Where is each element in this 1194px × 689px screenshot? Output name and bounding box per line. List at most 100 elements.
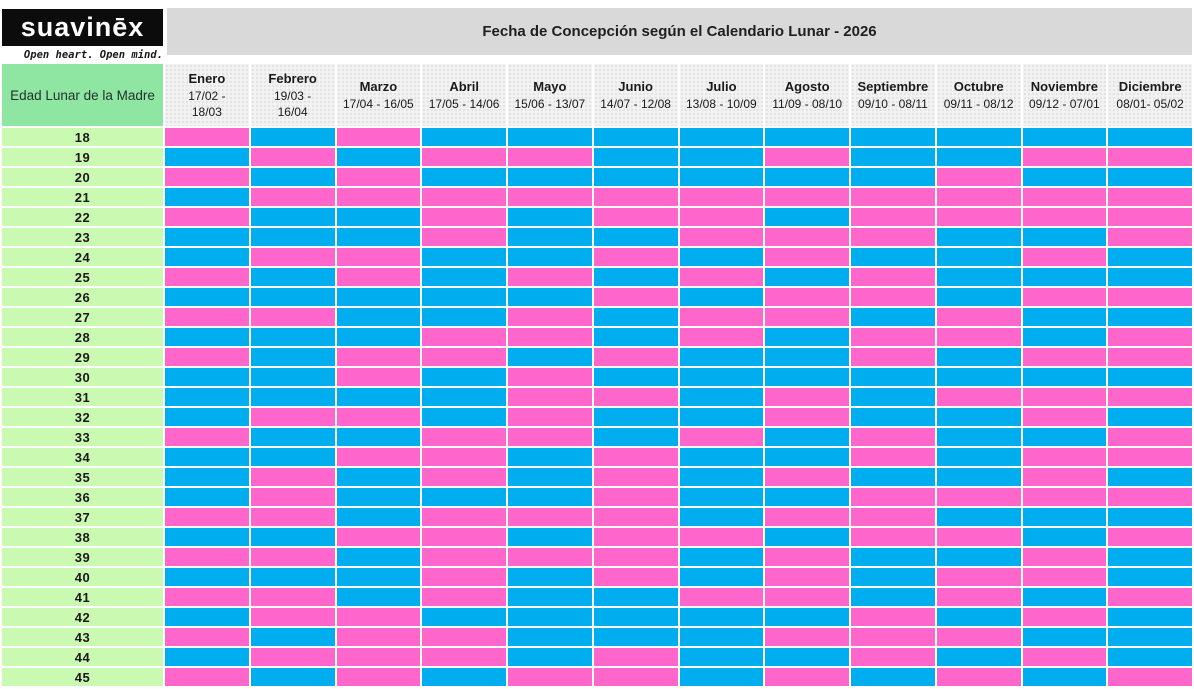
gender-cell-37-marzo (336, 508, 421, 526)
gender-cell-29-agosto (765, 348, 849, 366)
gender-cell-25-mayo (508, 268, 592, 286)
age-cell-24: 24 (2, 248, 163, 266)
gender-cell-18-julio (679, 128, 764, 146)
gender-cell-30-julio (679, 368, 764, 386)
gender-cell-39-febrero (250, 548, 335, 566)
age-cell-32: 32 (2, 408, 163, 426)
gender-cell-40-junio (593, 568, 678, 586)
gender-cell-42-febrero (250, 608, 335, 626)
month-header-marzo: Marzo 17/04 - 16/05 (336, 64, 421, 126)
gender-cell-36-abril (422, 488, 506, 506)
gender-cell-33-mayo (508, 428, 592, 446)
gender-cell-35-agosto (765, 468, 849, 486)
gender-cell-21-junio (593, 188, 678, 206)
gender-cell-36-febrero (250, 488, 335, 506)
gender-cell-20-mayo (508, 168, 592, 186)
gender-cell-21-enero (165, 188, 249, 206)
month-name: Septiembre (857, 79, 929, 95)
gender-cell-21-agosto (765, 188, 849, 206)
gender-cell-33-febrero (250, 428, 335, 446)
gender-cell-20-junio (593, 168, 678, 186)
page-title: Fecha de Concepción según el Calendario … (482, 23, 877, 40)
month-header-octubre: Octubre 09/11 - 08/12 (936, 64, 1021, 126)
gender-cell-44-enero (165, 648, 249, 666)
gender-cell-43-julio (679, 628, 764, 646)
gender-cell-38-marzo (336, 528, 421, 546)
gender-cell-44-junio (593, 648, 678, 666)
gender-cell-29-enero (165, 348, 249, 366)
gender-cell-30-diciembre (1108, 368, 1192, 386)
gender-cell-20-diciembre (1108, 168, 1192, 186)
gender-cell-42-julio (679, 608, 764, 626)
gender-cell-32-noviembre (1022, 408, 1107, 426)
gender-cell-33-octubre (936, 428, 1021, 446)
gender-cell-31-agosto (765, 388, 849, 406)
age-cell-23: 23 (2, 228, 163, 246)
gender-cell-25-abril (422, 268, 506, 286)
gender-cell-25-enero (165, 268, 249, 286)
gender-cell-41-diciembre (1108, 588, 1192, 606)
age-cell-21: 21 (2, 188, 163, 206)
gender-cell-40-julio (679, 568, 764, 586)
month-header-junio: Junio 14/07 - 12/08 (593, 64, 678, 126)
gender-cell-43-agosto (765, 628, 849, 646)
gender-cell-41-octubre (936, 588, 1021, 606)
gender-cell-20-noviembre (1022, 168, 1107, 186)
gender-cell-41-abril (422, 588, 506, 606)
gender-cell-38-febrero (250, 528, 335, 546)
gender-cell-26-julio (679, 288, 764, 306)
gender-cell-34-mayo (508, 448, 592, 466)
gender-cell-34-octubre (936, 448, 1021, 466)
gender-cell-18-noviembre (1022, 128, 1107, 146)
gender-cell-42-noviembre (1022, 608, 1107, 626)
gender-cell-32-marzo (336, 408, 421, 426)
gender-cell-45-marzo (336, 668, 421, 686)
gender-cell-38-septiembre (851, 528, 935, 546)
month-name: Junio (618, 79, 653, 95)
gender-cell-38-noviembre (1022, 528, 1107, 546)
gender-cell-31-julio (679, 388, 764, 406)
lunar-calendar-table: Edad Lunar de la Madre Enero 17/02 - 18/0… (2, 64, 1192, 686)
gender-cell-40-agosto (765, 568, 849, 586)
gender-cell-21-octubre (936, 188, 1021, 206)
gender-cell-42-junio (593, 608, 678, 626)
gender-cell-34-diciembre (1108, 448, 1192, 466)
gender-cell-31-abril (422, 388, 506, 406)
gender-cell-45-enero (165, 668, 249, 686)
gender-cell-31-noviembre (1022, 388, 1107, 406)
age-cell-26: 26 (2, 288, 163, 306)
gender-cell-35-marzo (336, 468, 421, 486)
gender-cell-18-marzo (336, 128, 421, 146)
month-name: Agosto (784, 79, 830, 95)
gender-cell-24-abril (422, 248, 506, 266)
gender-cell-42-mayo (508, 608, 592, 626)
gender-cell-29-julio (679, 348, 764, 366)
gender-cell-25-septiembre (851, 268, 935, 286)
gender-cell-28-julio (679, 328, 764, 346)
gender-cell-43-octubre (936, 628, 1021, 646)
gender-cell-33-agosto (765, 428, 849, 446)
gender-cell-38-julio (679, 528, 764, 546)
gender-cell-21-febrero (250, 188, 335, 206)
gender-cell-22-enero (165, 208, 249, 226)
gender-cell-28-agosto (765, 328, 849, 346)
gender-cell-26-febrero (250, 288, 335, 306)
gender-cell-19-agosto (765, 148, 849, 166)
gender-cell-43-enero (165, 628, 249, 646)
gender-cell-18-septiembre (851, 128, 935, 146)
gender-cell-21-marzo (336, 188, 421, 206)
gender-cell-34-febrero (250, 448, 335, 466)
month-name: Abril (449, 79, 479, 95)
gender-cell-19-octubre (936, 148, 1021, 166)
gender-cell-45-julio (679, 668, 764, 686)
gender-cell-27-octubre (936, 308, 1021, 326)
gender-cell-27-enero (165, 308, 249, 326)
gender-cell-40-abril (422, 568, 506, 586)
age-cell-25: 25 (2, 268, 163, 286)
gender-cell-32-diciembre (1108, 408, 1192, 426)
gender-cell-18-diciembre (1108, 128, 1192, 146)
gender-cell-37-mayo (508, 508, 592, 526)
gender-cell-26-septiembre (851, 288, 935, 306)
gender-cell-21-diciembre (1108, 188, 1192, 206)
gender-cell-19-mayo (508, 148, 592, 166)
